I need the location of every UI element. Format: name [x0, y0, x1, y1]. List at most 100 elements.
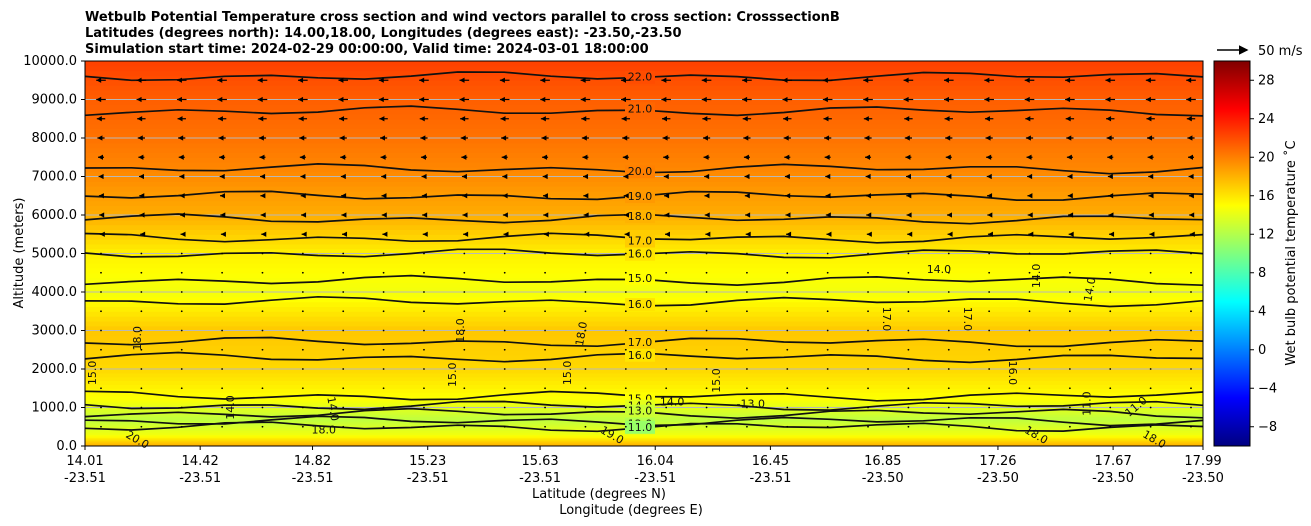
temperature-band: [85, 61, 1203, 67]
wind-vector-head: [342, 231, 348, 237]
wind-vector: [907, 368, 910, 370]
temperature-band: [85, 330, 1203, 336]
temperature-band: [85, 229, 1203, 235]
colorbar-tick-label: 20: [1258, 150, 1275, 165]
wind-vector-head: [461, 173, 467, 180]
wind-vector: [947, 291, 950, 293]
wind-vector: [907, 252, 910, 255]
wind-vector: [1190, 329, 1192, 332]
wind-vector-head: [542, 173, 548, 180]
colorbar-tick-label: 12: [1258, 227, 1275, 242]
wind-vector: [665, 310, 668, 313]
wind-vector: [100, 271, 102, 274]
wind-vector: [1149, 329, 1152, 332]
wind-vector: [786, 425, 789, 428]
contour-annotation: -13.0: [737, 398, 765, 411]
wind-vector-head: [340, 173, 346, 180]
wind-vector: [705, 310, 708, 313]
wind-vector-head: [137, 135, 143, 141]
wind-vector-head: [179, 173, 185, 180]
contour-annotation: 14.0: [324, 396, 341, 422]
wind-vector-head: [99, 212, 105, 218]
wind-vector-head: [462, 212, 468, 218]
wind-vector: [140, 329, 143, 332]
wind-vector: [342, 310, 345, 313]
colorbar: [1213, 60, 1251, 447]
wind-vector: [867, 252, 869, 255]
wind-vector-head: [459, 96, 465, 103]
wind-vector: [221, 291, 224, 293]
wind-vector: [180, 387, 183, 390]
wind-vector-head: [300, 193, 306, 199]
wind-vector: [867, 329, 869, 332]
wind-vector: [100, 387, 102, 390]
wind-vector: [140, 252, 143, 255]
y-tick-label: 1000.0: [32, 401, 78, 416]
title-line-2: Latitudes (degrees north): 14.00,18.00, …: [85, 26, 682, 41]
wind-vector-head: [500, 116, 506, 122]
wind-vector-head: [583, 173, 589, 180]
wind-vector: [1028, 425, 1031, 428]
colorbar-tick-label: −4: [1258, 381, 1277, 396]
wind-vector-head: [663, 154, 669, 160]
wind-vector: [1068, 252, 1071, 255]
wind-vector: [180, 291, 183, 293]
wind-vector-head: [906, 193, 912, 199]
wind-vector-head: [338, 77, 344, 83]
wind-vector-head: [499, 96, 505, 103]
wind-vector: [342, 348, 345, 351]
wind-vector-head: [419, 77, 425, 83]
wind-vector: [382, 348, 385, 351]
wind-vector: [544, 271, 546, 274]
wind-vector-head: [702, 135, 708, 141]
contour-label-bg: [625, 348, 655, 362]
wind-vector-head: [1147, 154, 1153, 160]
wind-vector: [1028, 252, 1031, 255]
wind-vector: [665, 425, 668, 428]
wind-vector: [1149, 387, 1152, 390]
wind-vector-head: [702, 116, 708, 122]
wind-vector-head: [986, 173, 992, 180]
contour-label-bg: [625, 70, 655, 84]
wind-vector: [988, 291, 991, 293]
wind-vector-head: [179, 193, 185, 199]
wind-vector-head: [1186, 116, 1192, 122]
colorbar-tick-label: 16: [1258, 189, 1275, 204]
temperature-band: [85, 128, 1203, 134]
wind-vector-head: [138, 154, 144, 160]
wind-vector-head: [705, 231, 711, 237]
colorbar-tick-label: 4: [1258, 304, 1266, 319]
temperature-band: [85, 282, 1203, 288]
wind-vector: [503, 291, 506, 293]
wind-vector: [382, 406, 385, 409]
wind-vector: [786, 271, 789, 274]
wind-vector-head: [502, 212, 508, 218]
temperature-band: [85, 224, 1203, 231]
x-axis: 14.01 -23.51 14.42 -23.51 14.82 -23.51 15.23 -2…: [64, 446, 1224, 486]
wind-vector: [1149, 271, 1152, 274]
wind-vector-head: [1067, 173, 1073, 180]
wind-vector-head: [1105, 96, 1111, 103]
wind-vector: [180, 368, 183, 370]
wind-vector: [947, 368, 950, 370]
wind-vector: [1190, 425, 1192, 428]
temperature-band: [85, 292, 1203, 298]
wind-vector-head: [905, 154, 911, 160]
wind-vector-head: [99, 231, 105, 237]
wind-vector: [140, 348, 143, 351]
wind-vector-head: [664, 231, 670, 237]
x-tick-label-lat: 17.99: [1184, 454, 1221, 469]
wind-vector-head: [1145, 77, 1151, 83]
wind-vector: [423, 271, 425, 274]
wind-vector-head: [540, 96, 546, 103]
wind-vector: [988, 387, 991, 390]
x-tick-label-lat: 14.01: [66, 454, 103, 469]
wind-vector-head: [1188, 173, 1194, 180]
wind-vector: [463, 425, 466, 428]
wind-vector: [746, 329, 748, 332]
x-axis-label-longitude: Longitude (degrees E): [559, 503, 703, 518]
wind-vector-head: [1028, 231, 1034, 237]
wind-vector: [665, 406, 668, 409]
wind-vector: [301, 252, 304, 255]
wind-vector-head: [1188, 154, 1193, 160]
